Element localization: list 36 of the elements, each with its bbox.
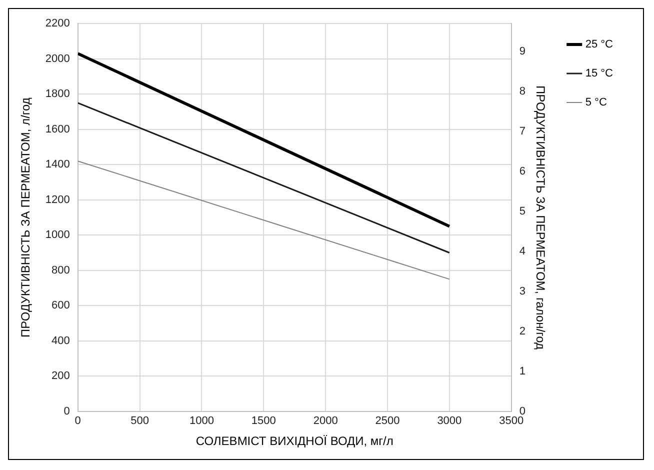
y-tick-label: 1000 [45, 229, 70, 242]
y-tick-label: 200 [52, 370, 70, 382]
y-tick-label: 800 [52, 264, 70, 276]
y-tick-label: 1200 [45, 194, 70, 206]
y2-tick-label: 3 [519, 285, 526, 298]
x-tick-label: 1500 [251, 415, 276, 428]
y2-tick-label: 7 [519, 126, 526, 138]
x-axis-title: СОЛЕВМІСТ ВИХІДНОЇ ВОДИ, мг/л [196, 434, 394, 448]
legend-label: 25 °C [585, 38, 614, 51]
y-tick-label: 2200 [45, 18, 70, 30]
y2-axis-title: ПРОДУКТИВНІСТЬ ЗА ПЕРМЕАТОМ, галон/год [533, 85, 548, 350]
y-tick-label: 0 [64, 405, 70, 418]
y2-tick-label: 2 [519, 325, 526, 338]
y2-tick-label: 5 [519, 206, 526, 218]
y-tick-label: 1800 [45, 88, 70, 100]
y-tick-label: 1600 [45, 123, 70, 136]
x-tick-label: 0 [74, 415, 81, 428]
legend-label: 15 °C [585, 68, 614, 80]
y-tick-label: 2000 [45, 52, 70, 65]
y2-tick-label: 6 [519, 166, 526, 178]
y2-tick-label: 4 [519, 246, 526, 258]
y2-tick-label: 0 [519, 405, 526, 418]
x-tick-label: 3500 [499, 415, 524, 428]
y-tick-label: 600 [52, 300, 70, 312]
y2-tick-label: 9 [519, 46, 526, 58]
y2-tick-label: 1 [519, 365, 526, 378]
x-tick-label: 500 [130, 415, 149, 428]
y-tick-label: 400 [52, 334, 70, 347]
y-tick-label: 1400 [45, 158, 70, 171]
x-tick-label: 2500 [375, 415, 400, 428]
x-tick-label: 2000 [313, 415, 338, 428]
x-tick-label: 1000 [189, 415, 214, 428]
y2-tick-label: 8 [519, 86, 526, 98]
y-axis-title: ПРОДУКТИВНІСТЬ ЗА ПЕРМЕАТОМ, л/год [18, 98, 33, 338]
x-tick-label: 3000 [437, 415, 462, 428]
legend-label: 5 °C [585, 96, 607, 109]
